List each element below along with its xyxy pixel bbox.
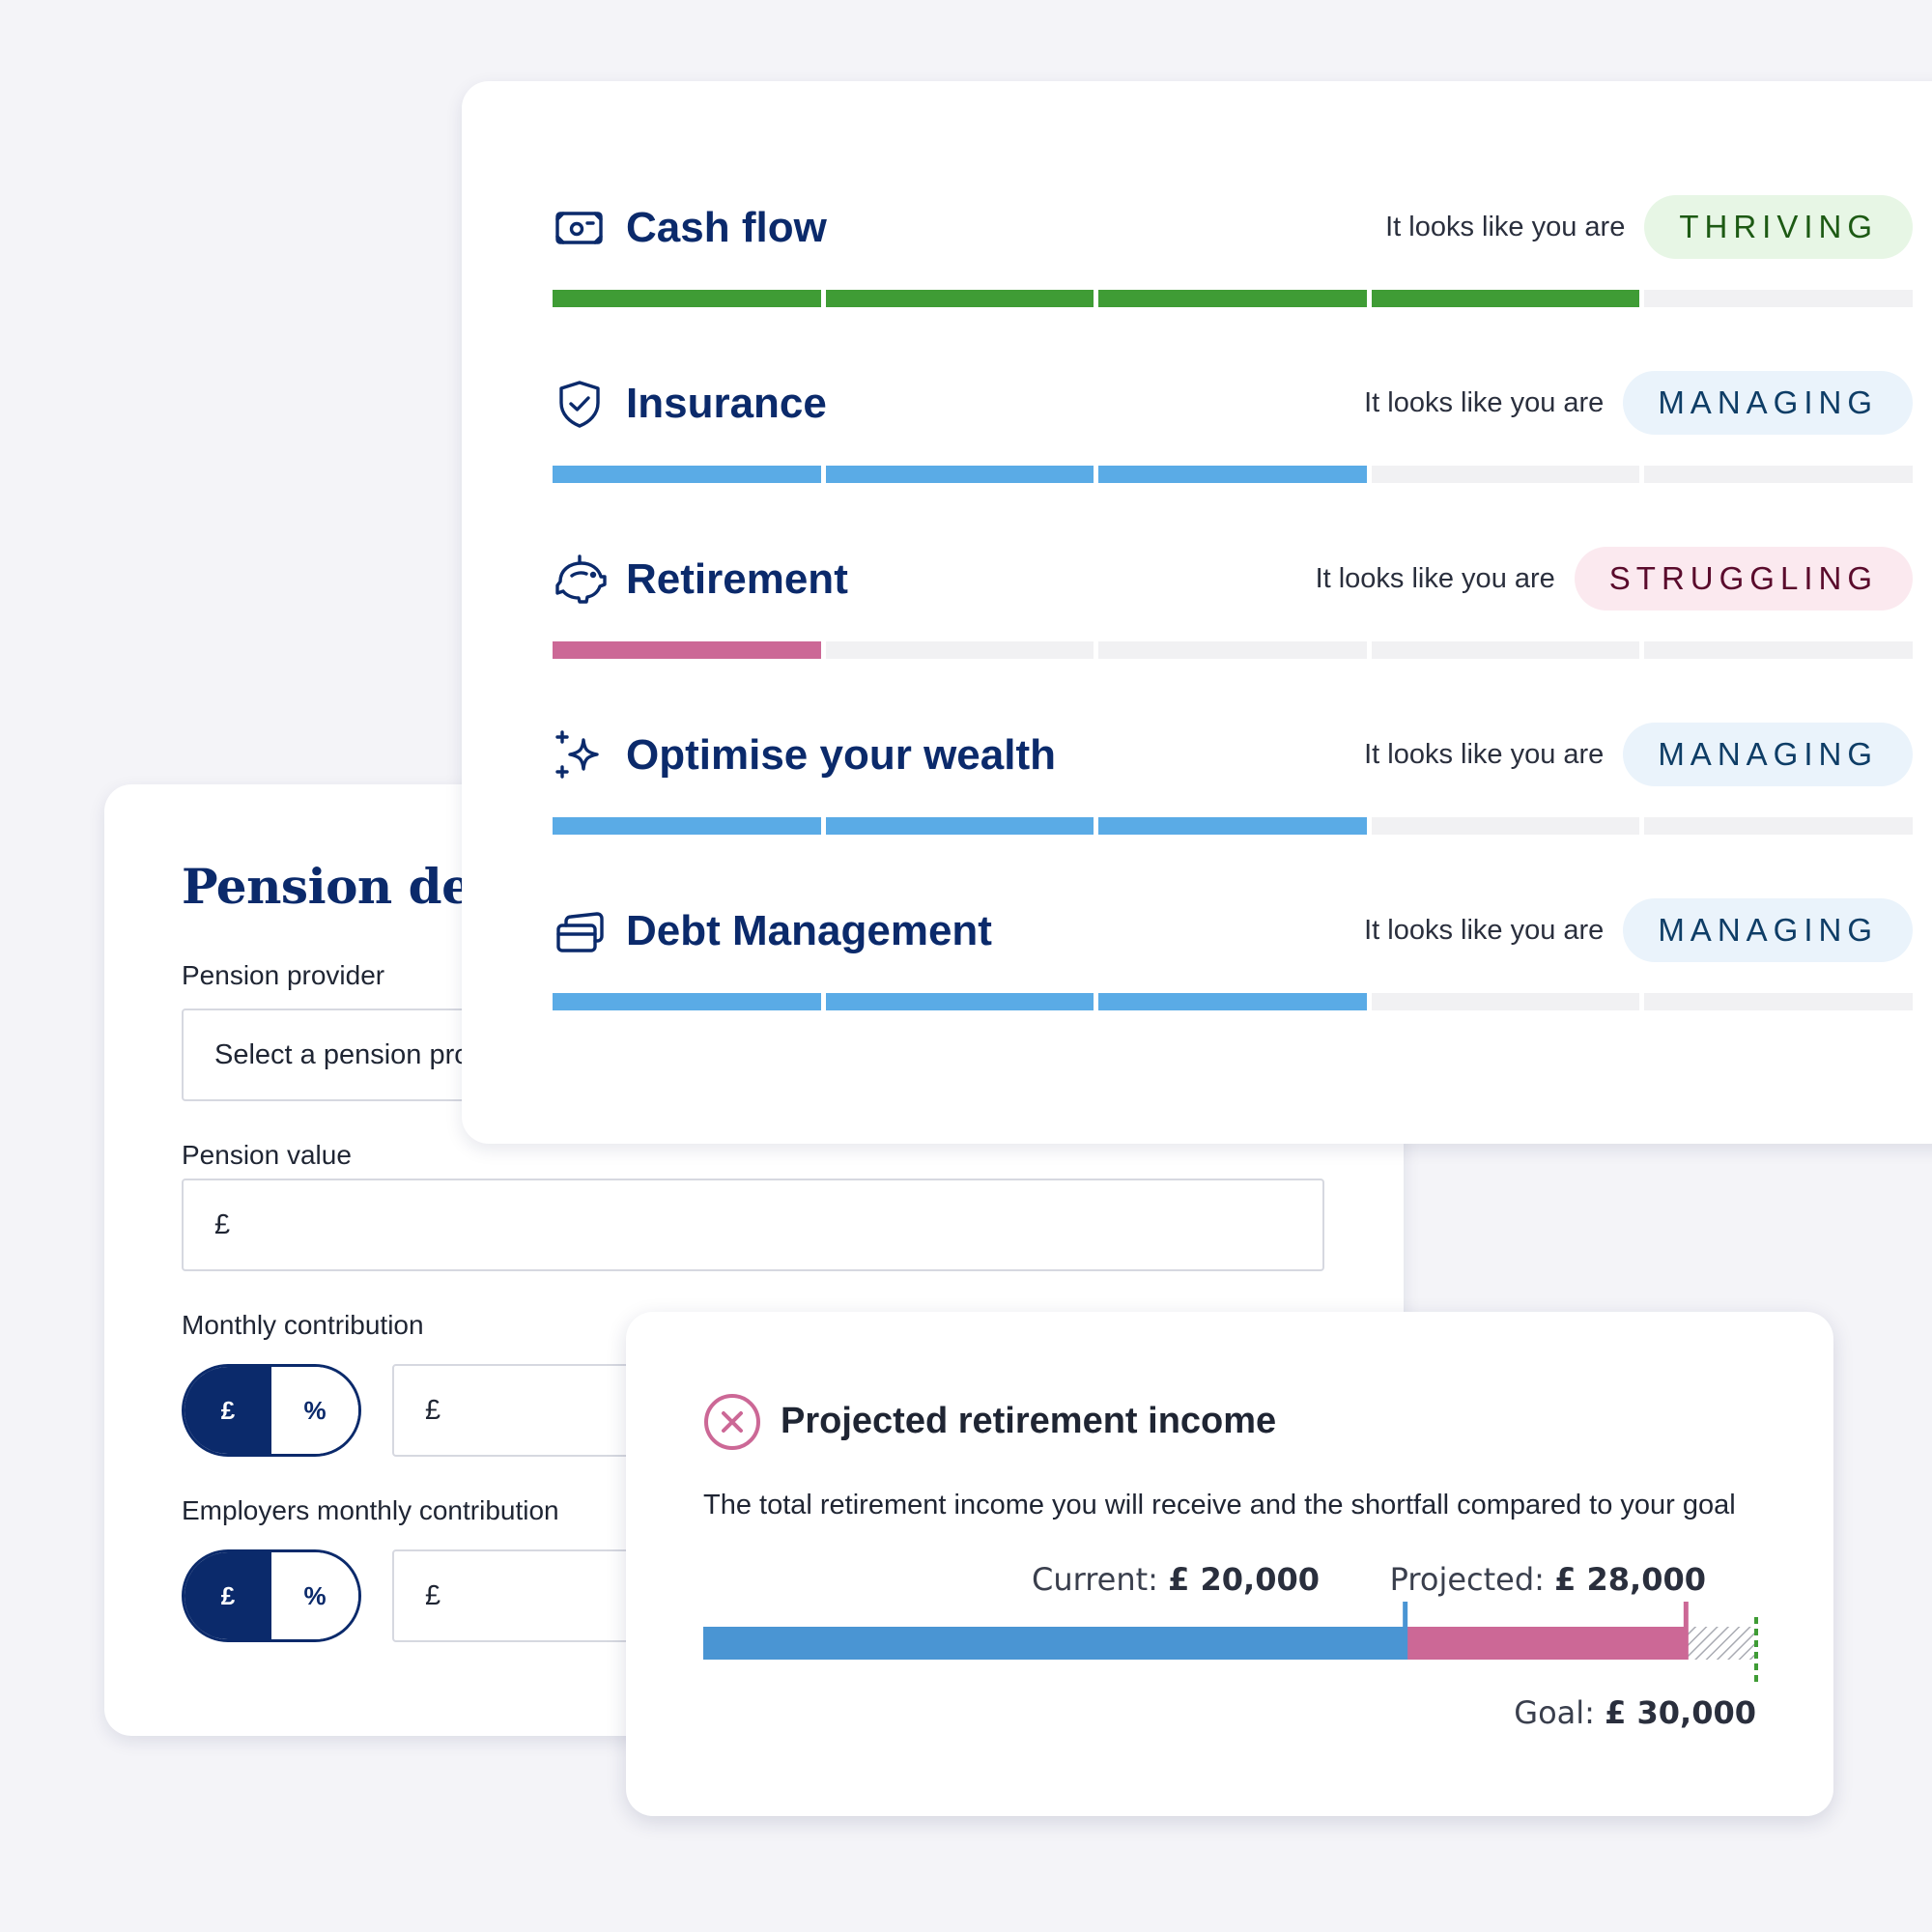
progress-segment [825,466,1094,483]
wellbeing-row-optimise-wealth[interactable]: Optimise your wealth It looks like you a… [553,723,1913,842]
projected-segment [1405,1627,1687,1660]
progress-fill [1098,817,1367,835]
status-text: It looks like you are [1315,562,1555,594]
progress-segment [553,817,821,835]
cash-icon [553,201,607,255]
goal-value: £ 30,000 [1605,1694,1756,1731]
progress-segment [1371,641,1640,659]
progress-bar [553,466,1913,483]
piggy-bank-icon [553,553,607,607]
status-badge: MANAGING [1623,371,1913,435]
row-title: Optimise your wealth [626,731,1056,779]
row-title: Debt Management [626,907,992,954]
progress-segment [553,466,821,483]
progress-fill [553,466,821,483]
shortfall-segment [1686,1627,1756,1660]
employer-unit-toggle[interactable]: £ % [182,1549,361,1642]
progress-fill [553,993,821,1010]
progress-fill [1098,290,1367,307]
progress-segment [1371,466,1640,483]
status-text: It looks like you are [1364,386,1605,418]
progress-segment [1644,993,1913,1010]
progress-segment [1371,817,1640,835]
progress-fill [553,290,821,307]
progress-segment [1371,993,1640,1010]
income-description: The total retirement income you will rec… [703,1490,1736,1520]
progress-bar [553,993,1913,1010]
toggle-percent-option[interactable]: % [271,1367,358,1454]
progress-segment [825,817,1094,835]
progress-segment [1098,641,1367,659]
progress-fill [553,817,821,835]
projected-income-card: Projected retirement income The total re… [626,1312,1833,1816]
pension-value-label: Pension value [182,1140,352,1170]
progress-segment [553,290,821,307]
progress-segment [1098,817,1367,835]
monthly-contribution-input[interactable]: £ [392,1364,643,1457]
row-title: Cash flow [626,204,827,251]
status-text: It looks like you are [1385,211,1626,242]
goal-label: Goal: £ 30,000 [1514,1694,1756,1731]
status-badge: THRIVING [1644,195,1913,259]
employer-contribution-input[interactable]: £ [392,1549,643,1642]
pension-value-input[interactable]: £ [182,1179,1324,1271]
status-text: It looks like you are [1364,738,1605,770]
progress-bar [553,817,1913,835]
progress-fill [1098,466,1367,483]
monthly-unit-toggle[interactable]: £ % [182,1364,361,1457]
progress-fill [553,641,821,659]
status-badge: STRUGGLING [1574,547,1913,611]
progress-segment [1098,993,1367,1010]
progress-segment [1098,466,1367,483]
progress-fill [825,290,1094,307]
progress-fill [825,817,1094,835]
status-badge: MANAGING [1623,723,1913,786]
current-label: Current: £ 20,000 [1031,1561,1320,1598]
cards-icon [553,904,607,958]
row-title: Retirement [626,555,848,603]
employer-contribution-label: Employers monthly contribution [182,1495,559,1525]
toggle-pound-option[interactable]: £ [185,1552,271,1639]
progress-bar [553,290,1913,307]
status-badge: MANAGING [1623,898,1913,962]
wellbeing-row-debt-management[interactable]: Debt Management It looks like you are MA… [553,898,1913,1018]
progress-fill [1098,993,1367,1010]
pension-provider-label: Pension provider [182,960,385,990]
income-title: Projected retirement income [781,1401,1277,1441]
wellbeing-row-retirement[interactable]: Retirement It looks like you are STRUGGL… [553,547,1913,667]
current-value: £ 20,000 [1168,1561,1320,1598]
projected-label: Projected: £ 28,000 [1389,1561,1706,1598]
financial-wellbeing-card: Cash flow It looks like you are THRIVING… [462,81,1932,1144]
shield-icon [553,377,607,431]
progress-bar [553,641,1913,659]
wellbeing-row-insurance[interactable]: Insurance It looks like you are MANAGING [553,371,1913,491]
projected-value: £ 28,000 [1554,1561,1706,1598]
current-segment [703,1627,1406,1660]
progress-segment [1098,290,1367,307]
progress-fill [825,466,1094,483]
progress-segment [825,290,1094,307]
progress-segment [553,993,821,1010]
wellbeing-row-cash-flow[interactable]: Cash flow It looks like you are THRIVING [553,195,1913,315]
progress-segment [1371,290,1640,307]
monthly-contribution-label: Monthly contribution [182,1310,424,1340]
progress-fill [825,993,1094,1010]
sparkle-icon [553,728,607,782]
progress-segment [825,993,1094,1010]
progress-fill [1371,290,1640,307]
close-circle-icon [703,1393,761,1451]
toggle-percent-option[interactable]: % [271,1552,358,1639]
progress-segment [1644,817,1913,835]
status-text: It looks like you are [1364,914,1605,946]
progress-segment [553,641,821,659]
income-bar-chart [703,1602,1758,1687]
toggle-pound-option[interactable]: £ [185,1367,271,1454]
row-title: Insurance [626,380,827,427]
progress-segment [1644,641,1913,659]
progress-segment [1644,466,1913,483]
progress-segment [1644,290,1913,307]
progress-segment [825,641,1094,659]
